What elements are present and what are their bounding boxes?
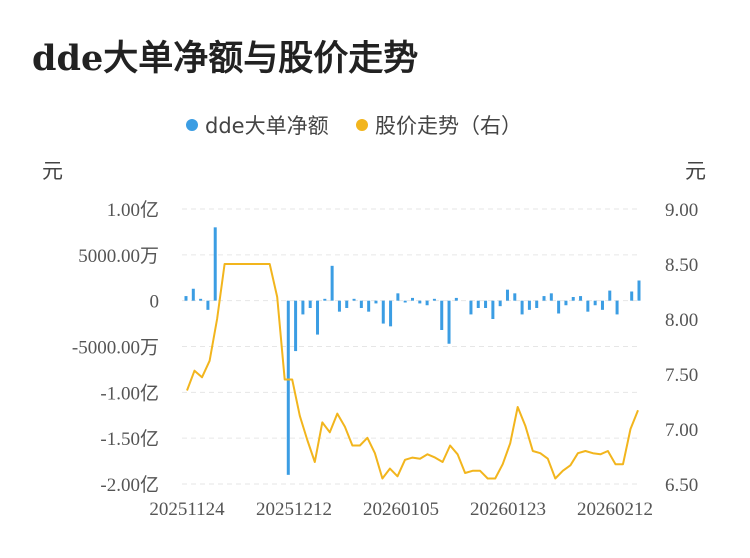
bar[interactable] <box>403 300 407 303</box>
legend[interactable]: dde大单净额 股价走势（右） <box>186 114 522 138</box>
legend-marker-line <box>356 119 368 131</box>
right-tick-label: 7.50 <box>665 365 698 386</box>
grid-lines <box>182 208 640 485</box>
left-tick-label: -1.00亿 <box>100 382 159 404</box>
bar[interactable] <box>571 297 575 301</box>
bar[interactable] <box>191 288 195 301</box>
bar[interactable] <box>396 293 400 301</box>
bar[interactable] <box>564 300 568 306</box>
bar[interactable] <box>586 300 590 312</box>
bar[interactable] <box>579 296 583 301</box>
line-series <box>186 263 639 480</box>
bar[interactable] <box>337 300 341 312</box>
legend-label-bar[interactable]: dde大单净额 <box>205 114 329 138</box>
bar[interactable] <box>549 293 553 301</box>
bar[interactable] <box>411 297 414 301</box>
bar[interactable] <box>432 298 436 301</box>
x-tick-label: 20251212 <box>256 499 332 520</box>
right-axis-unit: 元 <box>685 159 706 183</box>
x-tick-label: 20260212 <box>577 499 653 520</box>
bar[interactable] <box>527 300 531 310</box>
bar[interactable] <box>469 300 473 315</box>
bar[interactable] <box>359 300 363 308</box>
bar[interactable] <box>440 300 444 330</box>
bar-series <box>184 227 641 475</box>
bar[interactable] <box>520 300 524 315</box>
bar[interactable] <box>184 296 188 301</box>
bar[interactable] <box>199 298 203 301</box>
bar[interactable] <box>316 300 320 335</box>
bar[interactable] <box>389 300 393 327</box>
chart-title: dde大单净额与股价走势 <box>32 38 419 79</box>
bar[interactable] <box>447 300 451 344</box>
bar[interactable] <box>484 300 488 308</box>
bar[interactable] <box>418 300 422 304</box>
bar[interactable] <box>308 300 312 308</box>
right-tick-label: 7.00 <box>665 420 698 441</box>
bar[interactable] <box>615 300 619 315</box>
right-tick-label: 6.50 <box>665 475 698 496</box>
bar[interactable] <box>352 298 356 301</box>
bar[interactable] <box>557 300 561 314</box>
bar[interactable] <box>535 300 539 308</box>
bar[interactable] <box>206 300 210 310</box>
bar[interactable] <box>608 290 612 301</box>
bar[interactable] <box>381 300 385 324</box>
x-tick-label: 20251124 <box>149 499 225 520</box>
right-axis: 9.00 8.50 8.00 7.50 7.00 6.50 <box>665 200 698 496</box>
bar[interactable] <box>425 300 429 306</box>
left-tick-label: 5000.00万 <box>78 246 159 267</box>
bar[interactable] <box>491 300 495 319</box>
bar[interactable] <box>630 291 634 301</box>
bar[interactable] <box>505 289 509 301</box>
bar[interactable] <box>513 293 517 301</box>
left-tick-label: -2.00亿 <box>100 474 159 496</box>
bar[interactable] <box>286 300 290 475</box>
bar[interactable] <box>374 300 378 304</box>
left-tick-label: -5000.00万 <box>72 338 159 359</box>
price-line[interactable] <box>186 263 639 480</box>
bar[interactable] <box>593 300 597 306</box>
bar[interactable] <box>323 298 327 301</box>
left-tick-label: -1.50亿 <box>100 428 159 450</box>
bar[interactable] <box>294 300 298 352</box>
legend-label-line[interactable]: 股价走势（右） <box>375 114 522 138</box>
bar[interactable] <box>330 265 334 301</box>
right-tick-label: 8.00 <box>665 310 698 331</box>
bar[interactable] <box>367 300 371 312</box>
bar[interactable] <box>345 300 349 308</box>
x-axis: 20251124 20251212 20260105 20260123 20260212 <box>149 499 653 520</box>
bar[interactable] <box>498 300 502 307</box>
bar[interactable] <box>542 296 546 301</box>
left-tick-label: 0 <box>150 292 160 313</box>
left-axis-unit: 元 <box>42 159 63 183</box>
bar[interactable] <box>213 227 217 301</box>
bar[interactable] <box>476 300 480 308</box>
x-tick-label: 20260105 <box>363 499 439 520</box>
right-tick-label: 8.50 <box>665 255 698 276</box>
left-tick-label: 1.00亿 <box>107 199 159 221</box>
x-tick-label: 20260123 <box>470 499 546 520</box>
bar[interactable] <box>600 300 604 310</box>
bar[interactable] <box>301 300 305 315</box>
legend-marker-bar <box>186 119 198 131</box>
right-tick-label: 9.00 <box>665 200 698 221</box>
left-axis: 1.00亿 5000.00万 0 -5000.00万 -1.00亿 -1.50亿 -2.00… <box>72 199 159 496</box>
bar[interactable] <box>454 297 458 301</box>
bar[interactable] <box>637 280 641 301</box>
